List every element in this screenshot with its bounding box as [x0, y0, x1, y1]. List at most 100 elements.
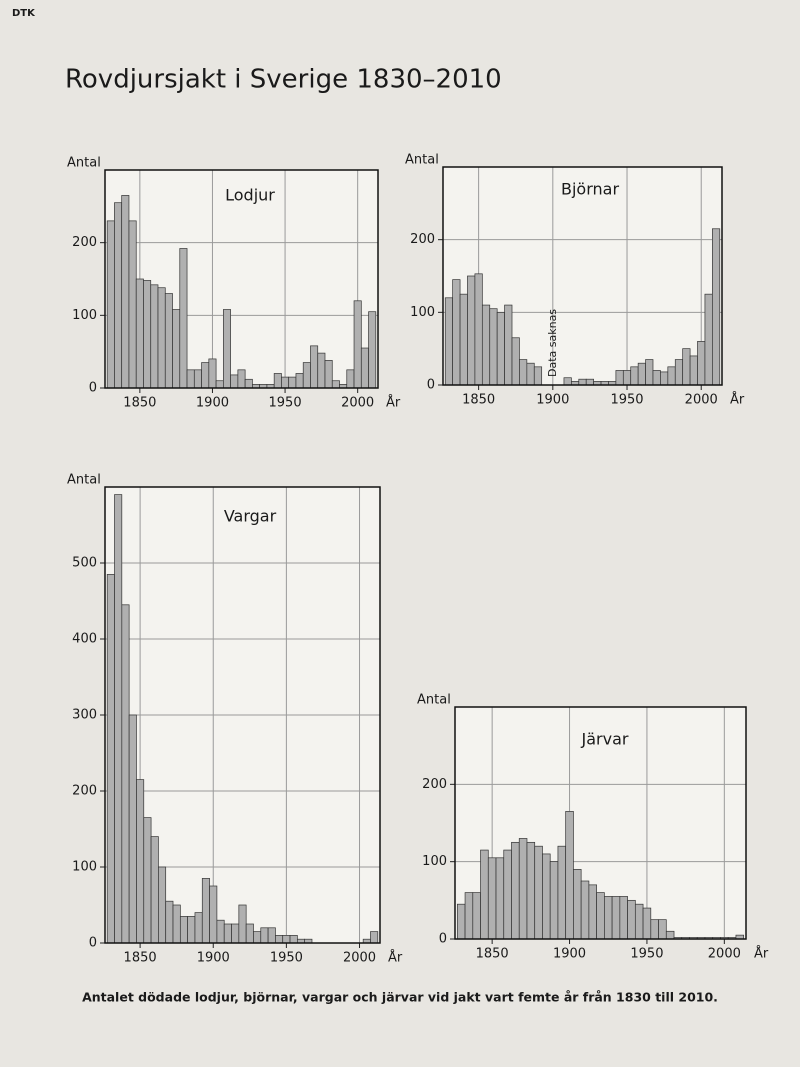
bar — [682, 348, 691, 386]
x-tick-label: 1850 — [476, 947, 509, 962]
bar — [128, 714, 137, 944]
y-tick-label: 0 — [427, 378, 435, 393]
bar — [611, 896, 621, 940]
y-tick-label: 0 — [439, 932, 447, 947]
bar — [467, 275, 476, 386]
x-tick-label: 1900 — [536, 393, 569, 408]
y-tick-label: 0 — [89, 381, 97, 396]
bar — [237, 369, 246, 389]
bar — [456, 903, 466, 940]
bar — [135, 278, 144, 389]
bar — [186, 369, 195, 389]
bar — [645, 359, 654, 386]
bar — [260, 927, 269, 944]
y-tick-label: 100 — [422, 854, 447, 869]
bar — [495, 857, 505, 940]
bar — [704, 293, 713, 386]
bar — [238, 904, 247, 944]
y-axis-label: Antal — [405, 153, 439, 168]
plot-frame — [104, 169, 379, 389]
bar — [164, 293, 173, 389]
bar — [136, 779, 145, 944]
bar — [542, 853, 551, 940]
y-tick-label: 500 — [72, 556, 97, 571]
bar — [267, 927, 276, 944]
bar — [114, 494, 123, 944]
x-tick-label: 1900 — [196, 396, 229, 411]
bar — [324, 360, 333, 389]
y-tick-label: 100 — [72, 308, 97, 323]
bar — [106, 220, 115, 389]
bar — [273, 373, 282, 389]
x-axis-label: År — [730, 392, 745, 408]
bar — [114, 202, 123, 389]
chart-title: Lodjur — [225, 186, 275, 205]
annotation: Data saknas — [546, 309, 559, 377]
bar — [143, 280, 152, 389]
bar — [565, 811, 574, 940]
bar — [511, 337, 520, 386]
y-axis-label: Antal — [67, 473, 101, 488]
bar — [310, 345, 319, 389]
bar — [580, 880, 590, 940]
bar — [650, 919, 659, 940]
bar — [288, 376, 297, 389]
x-tick-label: 1850 — [462, 393, 495, 408]
y-tick-label: 0 — [89, 936, 97, 951]
bar — [667, 366, 676, 386]
bar — [201, 362, 210, 389]
bar — [281, 376, 290, 389]
plot-frame — [104, 486, 381, 944]
bar — [557, 845, 567, 940]
bar — [487, 857, 497, 940]
bar — [215, 380, 224, 389]
bar — [368, 311, 377, 389]
x-tick-label: 1850 — [124, 951, 157, 966]
bar — [549, 861, 559, 940]
bar — [282, 935, 291, 944]
x-tick-label: 2000 — [341, 396, 374, 411]
bar — [464, 892, 474, 940]
bar — [172, 904, 181, 944]
bar — [370, 931, 379, 944]
bar — [533, 366, 543, 386]
bar — [230, 374, 239, 389]
y-axis-label: Antal — [67, 156, 101, 171]
plot-frame — [454, 706, 747, 940]
bar — [353, 300, 362, 389]
bar — [158, 866, 167, 944]
bar — [658, 919, 667, 940]
x-tick-label: 1950 — [269, 396, 302, 411]
x-axis-label: År — [754, 946, 769, 962]
bar — [295, 373, 304, 389]
bar — [244, 378, 253, 389]
bar — [489, 308, 498, 386]
bar — [689, 355, 698, 386]
y-tick-label: 200 — [410, 232, 435, 247]
bar — [360, 347, 369, 389]
y-tick-label: 400 — [72, 632, 97, 647]
y-tick-label: 100 — [410, 305, 435, 320]
bar — [674, 359, 684, 386]
bar — [652, 370, 661, 386]
bar — [472, 892, 481, 940]
bar — [526, 362, 535, 386]
x-axis-label: År — [388, 950, 403, 966]
x-tick-label: 2000 — [343, 951, 376, 966]
bar — [222, 309, 231, 389]
bar — [150, 284, 159, 389]
x-tick-label: 1950 — [610, 393, 643, 408]
y-tick-label: 200 — [72, 784, 97, 799]
bar — [660, 371, 669, 386]
bar — [627, 899, 636, 940]
bar — [474, 273, 483, 386]
bar — [208, 358, 217, 389]
x-tick-label: 1850 — [123, 396, 156, 411]
bar — [444, 297, 453, 386]
x-axis-label: År — [386, 395, 401, 411]
page-title: Rovdjursjakt i Sverige 1830–2010 — [65, 65, 502, 95]
bar — [596, 892, 605, 940]
bar — [275, 935, 284, 944]
